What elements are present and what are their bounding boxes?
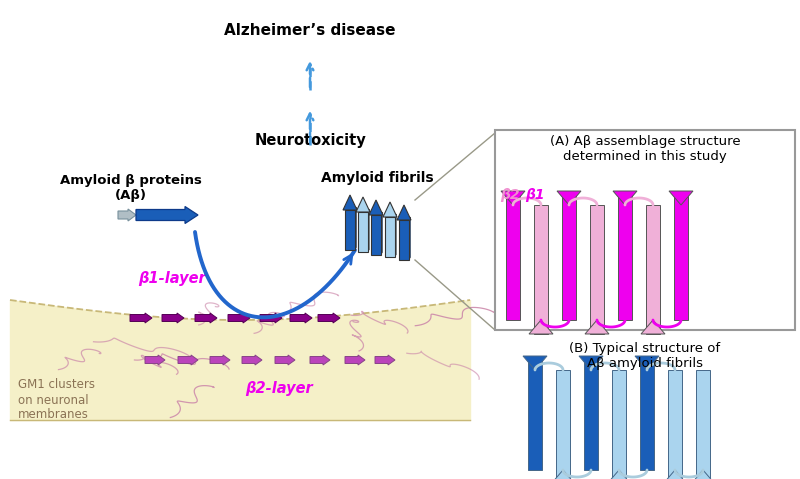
FancyArrow shape <box>345 355 365 365</box>
Polygon shape <box>529 320 553 334</box>
FancyArrow shape <box>210 355 230 365</box>
FancyArrow shape <box>145 355 165 365</box>
Polygon shape <box>397 205 411 220</box>
Polygon shape <box>584 356 598 470</box>
FancyArrow shape <box>318 313 340 323</box>
Polygon shape <box>356 197 370 212</box>
Polygon shape <box>618 191 632 320</box>
Polygon shape <box>613 191 637 205</box>
FancyArrow shape <box>136 206 198 224</box>
Polygon shape <box>669 370 682 479</box>
Polygon shape <box>528 356 542 470</box>
Polygon shape <box>635 356 659 370</box>
Polygon shape <box>613 370 626 479</box>
Text: Amyloid β proteins
(Aβ): Amyloid β proteins (Aβ) <box>60 174 202 202</box>
FancyArrow shape <box>178 355 198 365</box>
FancyArrow shape <box>195 313 217 323</box>
Polygon shape <box>409 217 410 260</box>
Polygon shape <box>368 209 370 252</box>
Polygon shape <box>669 191 693 205</box>
Polygon shape <box>551 470 575 479</box>
FancyArrow shape <box>130 313 152 323</box>
Polygon shape <box>383 202 397 217</box>
FancyArrow shape <box>260 313 282 323</box>
Polygon shape <box>557 370 570 479</box>
Polygon shape <box>663 470 687 479</box>
Polygon shape <box>641 320 665 334</box>
Text: (B) Typical structure of
Aβ amyloid fibrils: (B) Typical structure of Aβ amyloid fibr… <box>570 342 721 370</box>
Text: Alzheimer’s disease: Alzheimer’s disease <box>224 23 396 38</box>
FancyArrow shape <box>275 355 295 365</box>
Polygon shape <box>534 205 547 334</box>
Polygon shape <box>674 191 688 320</box>
Text: Neurotoxicity: Neurotoxicity <box>254 133 366 148</box>
FancyArrow shape <box>118 209 136 221</box>
Polygon shape <box>691 470 715 479</box>
FancyBboxPatch shape <box>495 130 795 330</box>
Polygon shape <box>395 214 397 257</box>
Text: Amyloid fibrils: Amyloid fibrils <box>321 171 434 185</box>
FancyArrow shape <box>310 355 330 365</box>
Polygon shape <box>381 212 382 255</box>
FancyArrow shape <box>162 313 184 323</box>
Polygon shape <box>640 356 654 470</box>
FancyArrow shape <box>375 355 395 365</box>
Polygon shape <box>358 212 368 252</box>
Polygon shape <box>557 191 581 205</box>
Polygon shape <box>355 207 357 250</box>
Polygon shape <box>369 200 383 215</box>
Polygon shape <box>345 210 355 250</box>
Polygon shape <box>501 191 525 205</box>
Text: β2: β2 <box>500 188 520 202</box>
Text: β1-layer: β1-layer <box>138 271 206 285</box>
Text: (A) Aβ assemblage structure
determined in this study: (A) Aβ assemblage structure determined i… <box>550 135 740 163</box>
FancyArrow shape <box>290 313 312 323</box>
Polygon shape <box>343 195 357 210</box>
Polygon shape <box>399 220 409 260</box>
Polygon shape <box>646 205 659 334</box>
Text: GM1 clusters
on neuronal
membranes: GM1 clusters on neuronal membranes <box>18 378 95 422</box>
Polygon shape <box>506 191 520 320</box>
Polygon shape <box>585 320 609 334</box>
Polygon shape <box>371 215 381 255</box>
Polygon shape <box>696 370 710 479</box>
Polygon shape <box>607 470 631 479</box>
Polygon shape <box>579 356 603 370</box>
Polygon shape <box>590 205 604 334</box>
Polygon shape <box>562 191 576 320</box>
Text: β2-layer: β2-layer <box>245 380 313 396</box>
Polygon shape <box>523 356 547 370</box>
FancyArrow shape <box>242 355 262 365</box>
Text: β1: β1 <box>526 188 545 202</box>
FancyArrow shape <box>228 313 250 323</box>
Polygon shape <box>385 217 395 257</box>
